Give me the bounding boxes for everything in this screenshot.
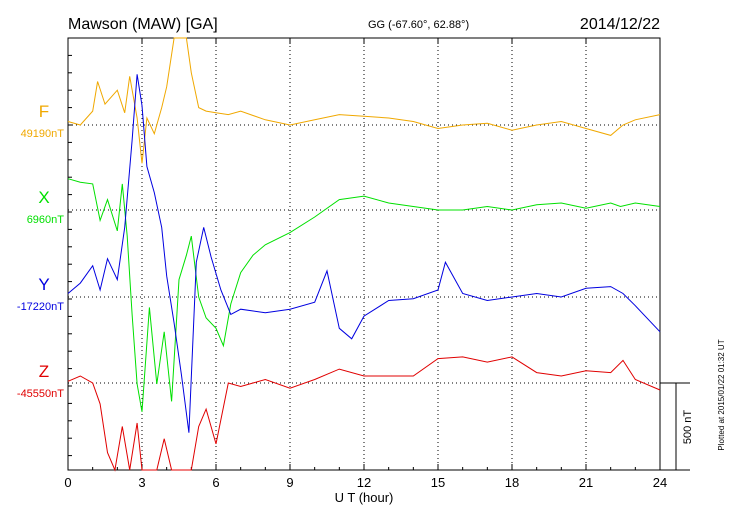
station-coordinates: GG (-67.60°, 62.88°) bbox=[368, 19, 469, 31]
x-tick-label-18: 18 bbox=[505, 475, 519, 490]
series-baseline-value-Y: -17220nT bbox=[17, 301, 64, 313]
x-tick-label-9: 9 bbox=[286, 475, 293, 490]
series-line-X bbox=[67, 178, 661, 412]
series-line-F bbox=[67, 37, 661, 164]
x-axis-label: U T (hour) bbox=[335, 490, 394, 505]
scale-bar-label: 500 nT bbox=[682, 410, 694, 445]
x-tick-label-12: 12 bbox=[357, 475, 371, 490]
series-name-Z: Z bbox=[39, 362, 49, 381]
grid-lines bbox=[141, 38, 587, 470]
series-name-X: X bbox=[38, 188, 49, 207]
x-axis-ticks: 0 3 6 9 12 15 18 21 24 bbox=[64, 37, 667, 490]
series-baseline-value-X: 6960nT bbox=[27, 214, 65, 226]
series-baseline-value-Z: -45550nT bbox=[17, 388, 64, 400]
series-line-Z bbox=[67, 356, 661, 472]
scale-bar: 500 nT bbox=[660, 382, 694, 471]
x-tick-label-0: 0 bbox=[64, 475, 71, 490]
x-tick-label-24: 24 bbox=[653, 475, 667, 490]
series-name-F: F bbox=[39, 102, 49, 121]
x-tick-label-21: 21 bbox=[579, 475, 593, 490]
series-labels: F 49190nT X 6960nT Y -17220nT Z -45550nT bbox=[17, 102, 64, 400]
x-tick-label-3: 3 bbox=[138, 475, 145, 490]
plot-date: 2014/12/22 bbox=[580, 16, 660, 33]
station-title: Mawson (MAW) [GA] bbox=[68, 16, 218, 33]
baseline-lines bbox=[68, 124, 660, 384]
series-lines bbox=[67, 37, 661, 472]
plotted-timestamp: Plotted at 2015/01/22 01:32 UT bbox=[717, 339, 726, 450]
series-line-Y bbox=[67, 74, 661, 433]
series-baseline-value-F: 49190nT bbox=[21, 128, 65, 140]
x-tick-label-15: 15 bbox=[431, 475, 445, 490]
series-name-Y: Y bbox=[38, 275, 49, 294]
x-tick-label-6: 6 bbox=[212, 475, 219, 490]
